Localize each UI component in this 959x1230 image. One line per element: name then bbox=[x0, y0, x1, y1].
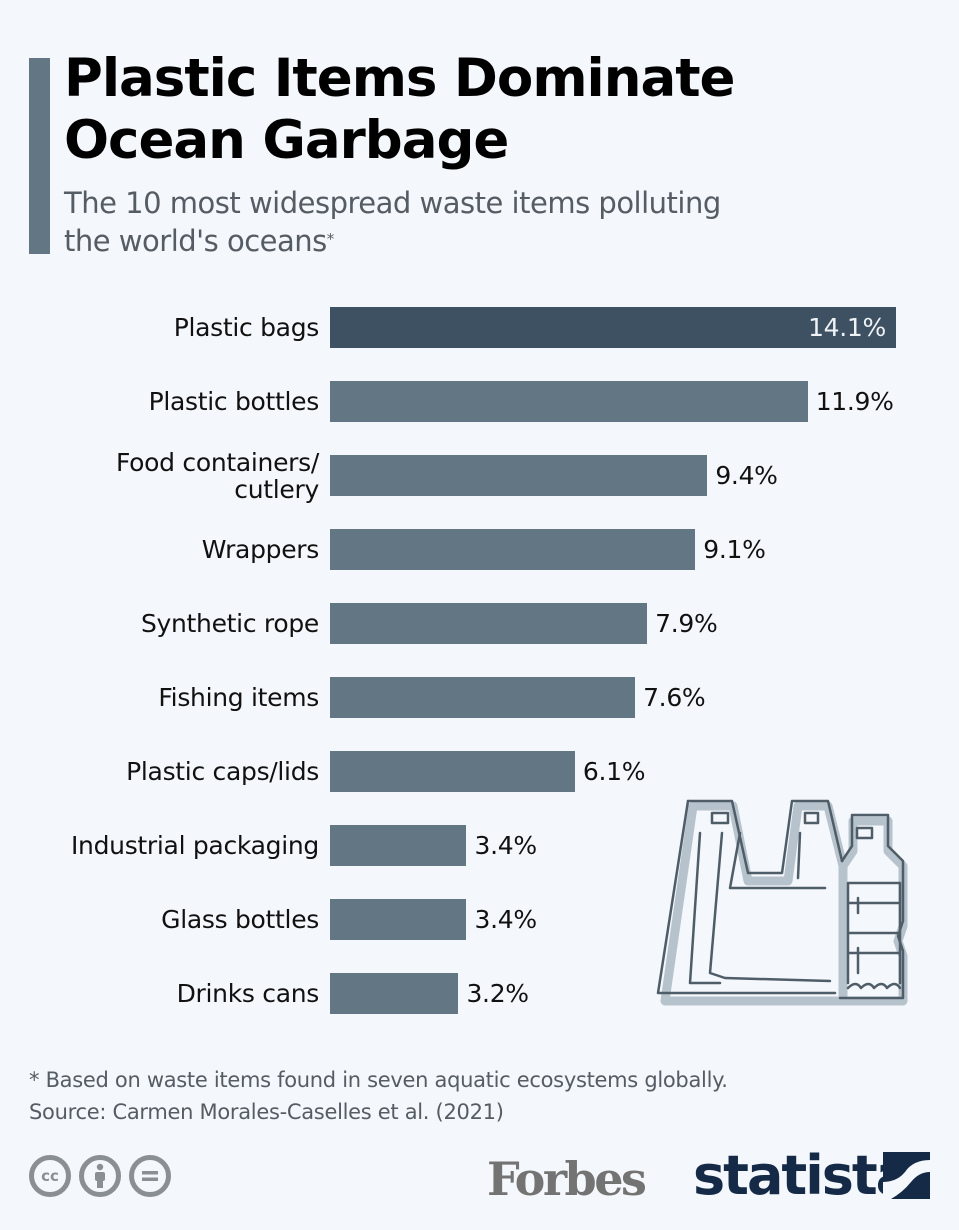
value-label: 3.2% bbox=[466, 979, 529, 1008]
bar-row: Industrial packaging 3.4% bbox=[0, 825, 959, 866]
bar bbox=[330, 751, 575, 792]
attribution-icon[interactable] bbox=[79, 1155, 121, 1197]
category-label: Drinks cans bbox=[176, 979, 320, 1008]
bar bbox=[330, 307, 896, 348]
statista-mark-icon bbox=[883, 1152, 930, 1199]
bar bbox=[330, 677, 636, 718]
bar bbox=[330, 899, 467, 940]
category-label: Industrial packaging bbox=[70, 831, 319, 860]
bar bbox=[330, 825, 467, 866]
bar bbox=[330, 455, 708, 496]
value-label: 7.6% bbox=[643, 683, 706, 712]
footnote-text: * Based on waste items found in seven aq… bbox=[29, 1068, 728, 1092]
footnote-marker: * bbox=[326, 230, 335, 248]
title-line-1: Plastic Items Dominate bbox=[64, 48, 735, 109]
value-label: 11.9% bbox=[815, 387, 894, 416]
value-label: 3.4% bbox=[474, 831, 537, 860]
bar-row: Synthetic rope 7.9% bbox=[0, 603, 959, 644]
plastic-bag-and-bottle-icon bbox=[656, 799, 908, 1006]
value-label: 7.9% bbox=[655, 609, 718, 638]
bar-row: Plastic bags 14.1% bbox=[0, 307, 959, 348]
bar-row: Fishing items 7.6% bbox=[0, 677, 959, 718]
category-label: Plastic bags bbox=[173, 313, 320, 342]
subtitle-line-2: the world's oceans bbox=[64, 224, 327, 258]
value-label: 9.4% bbox=[715, 461, 778, 490]
category-label: Wrappers bbox=[201, 535, 320, 564]
bar-row: Wrappers 9.1% bbox=[0, 529, 959, 570]
category-label: Food containers/ cutlery bbox=[115, 447, 319, 504]
person-glyph bbox=[95, 1163, 105, 1188]
equals-glyph bbox=[142, 1171, 158, 1181]
bar bbox=[330, 603, 648, 644]
source-text: Source: Carmen Morales-Caselles et al. (… bbox=[29, 1100, 504, 1124]
category-label: Fishing items bbox=[158, 683, 319, 712]
category-label: Synthetic rope bbox=[140, 609, 319, 638]
title-line-2: Ocean Garbage bbox=[64, 110, 509, 171]
value-label: 6.1% bbox=[582, 757, 646, 786]
subtitle-line-1: The 10 most widespread waste items pollu… bbox=[64, 186, 721, 220]
bar bbox=[330, 529, 696, 570]
bar bbox=[330, 973, 459, 1014]
bar-row: Plastic bottles 11.9% bbox=[0, 381, 959, 422]
no-derivatives-icon[interactable] bbox=[129, 1155, 171, 1197]
bar-row: Drinks cans 3.2% bbox=[0, 973, 959, 1014]
value-label: 14.1% bbox=[808, 313, 886, 342]
cc-icon[interactable]: cc bbox=[29, 1155, 71, 1197]
bar-row: Plastic caps/lids 6.1% bbox=[0, 751, 959, 792]
category-label: Glass bottles bbox=[161, 905, 319, 934]
bar-row: Food containers/ cutlery 9.4% bbox=[0, 447, 959, 504]
license-icons: cc bbox=[29, 1155, 171, 1197]
bar bbox=[330, 381, 808, 422]
forbes-logo[interactable]: Forbes bbox=[487, 1152, 647, 1206]
value-label: 9.1% bbox=[703, 535, 766, 564]
chart-subtitle: The 10 most widespread waste items pollu… bbox=[64, 184, 721, 260]
statista-logo[interactable]: statista bbox=[693, 1144, 912, 1207]
category-label: Plastic bottles bbox=[148, 387, 320, 416]
footnote-block: * Based on waste items found in seven aq… bbox=[29, 1064, 728, 1128]
category-label: Plastic caps/lids bbox=[126, 757, 319, 786]
chart-title: Plastic Items Dominate Ocean Garbage bbox=[64, 48, 735, 172]
cc-text: cc bbox=[41, 1167, 59, 1185]
title-accent-bar bbox=[29, 58, 50, 254]
bar-row: Glass bottles 3.4% bbox=[0, 899, 959, 940]
value-label: 3.4% bbox=[474, 905, 537, 934]
